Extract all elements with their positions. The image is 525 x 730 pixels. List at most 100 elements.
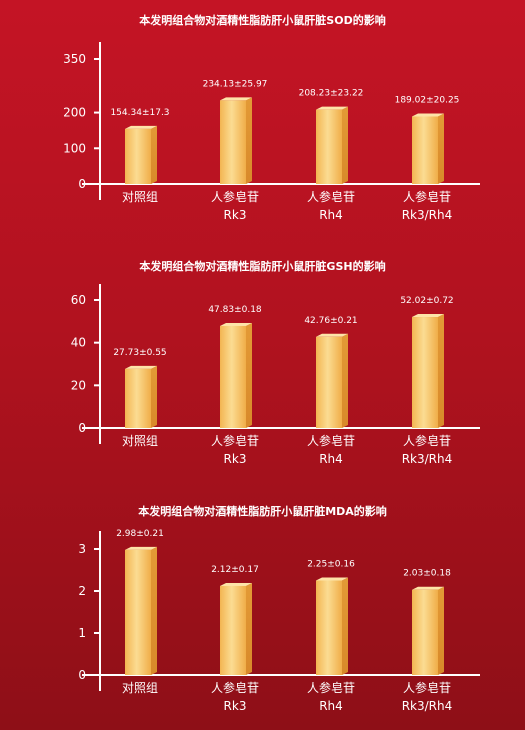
bar-side [342,577,348,675]
category-label: 人参皂苷 [307,433,355,448]
category-label: 人参皂苷 [211,680,259,695]
bar-top [412,113,444,117]
bar [125,546,157,675]
bar-top [316,106,348,110]
category-label: Rk3/Rh4 [402,452,453,466]
bar-top [316,577,348,581]
category-label: 人参皂苷 [211,189,259,204]
y-tick-label: 0 [78,177,86,191]
bar [316,106,348,184]
bar-side [151,546,157,675]
sod-bar-chart: 0 100 200 350 154.34±17.3 对照组 234.13±25.97 人参皂苷… [63,42,480,222]
bar [220,582,252,675]
bar [412,113,444,184]
y-tick-label: 0 [78,421,86,435]
bar [125,125,157,184]
bar-front [220,325,246,428]
data-label: 47.83±0.18 [208,305,262,315]
data-label: 234.13±25.97 [203,79,268,89]
bar-front [412,116,438,184]
bar-top [316,333,348,337]
data-label: 189.02±20.25 [395,95,460,105]
bar-side [246,582,252,675]
data-label: 2.25±0.16 [307,560,355,570]
y-tick-label: 2 [78,584,86,598]
category-label: 人参皂苷 [211,433,259,448]
bar-front [316,109,342,184]
bar-side [438,113,444,184]
y-tick-label: 1 [78,626,86,640]
y-tick-label: 3 [78,542,86,556]
data-label: 2.12±0.17 [211,565,259,575]
data-label: 2.98±0.21 [116,529,164,539]
category-label: 人参皂苷 [403,680,451,695]
bar-top [220,97,252,101]
data-label: 154.34±17.3 [110,108,169,118]
y-tick-label: 200 [63,106,86,120]
category-label: Rk3/Rh4 [402,699,453,713]
chart-title-mda: 本发明组合物对酒精性脂肪肝小鼠肝脏MDA的影响 [138,505,387,518]
bar-top [125,125,157,129]
bar-side [151,125,157,184]
category-label: 人参皂苷 [403,189,451,204]
mda-bar-chart: 0 1 2 3 2.98±0.21 对照组 2.12±0.17 人参皂苷 Rk3 2.25±0.1… [78,529,480,713]
bar-side [246,322,252,428]
category-label: Rh4 [319,208,343,222]
bar-front [316,580,342,675]
bar-top [125,546,157,550]
bar [220,322,252,428]
data-label: 2.03±0.18 [403,569,451,579]
mda-chart-panel: 本发明组合物对酒精性脂肪肝小鼠肝脏MDA的影响 0 1 2 3 2.98±0.21 对照组… [0,503,525,718]
bar [316,333,348,428]
bar-front [125,549,151,675]
category-label: 人参皂苷 [307,680,355,695]
bar-top [412,586,444,590]
gsh-chart-panel: 本发明组合物对酒精性脂肪肝小鼠肝脏GSH的影响 0 20 40 60 27.73±0.5… [0,258,525,473]
y-tick-label: 60 [71,293,86,307]
bar-front [125,128,151,184]
category-label: Rk3 [224,699,247,713]
data-label: 52.02±0.72 [400,296,453,306]
bar-front [220,585,246,675]
bar-side [151,365,157,428]
data-label: 27.73±0.55 [113,348,166,358]
y-tick-label: 100 [63,141,86,155]
bar-front [316,336,342,428]
chart-title-gsh: 本发明组合物对酒精性脂肪肝小鼠肝脏GSH的影响 [139,260,386,273]
bar [412,586,444,675]
bar-side [342,333,348,428]
category-label: Rk3 [224,208,247,222]
chart-title-sod: 本发明组合物对酒精性脂肪肝小鼠肝脏SOD的影响 [139,14,386,27]
bar-side [438,314,444,428]
category-label: Rh4 [319,452,343,466]
bar-front [412,589,438,675]
bar-front [125,368,151,428]
bar [220,97,252,184]
category-label: 对照组 [122,434,158,448]
bar-top [220,582,252,586]
y-tick-label: 0 [78,668,86,682]
bar [125,365,157,428]
data-label: 208.23±23.22 [299,89,364,99]
bar-front [220,100,246,184]
bar-top [125,365,157,369]
category-label: 人参皂苷 [307,189,355,204]
bar-front [412,317,438,428]
category-label: 人参皂苷 [403,433,451,448]
gsh-bar-chart: 0 20 40 60 27.73±0.55 对照组 47.83±0.18 人参皂苷 Rk3 42.… [71,284,480,466]
bar-top [220,322,252,326]
bar-side [438,586,444,675]
bar [316,577,348,675]
y-tick-label: 40 [71,336,86,350]
category-label: 对照组 [122,681,158,695]
y-tick-label: 350 [63,52,86,66]
category-label: Rk3/Rh4 [402,208,453,222]
bar-side [342,106,348,184]
category-label: Rh4 [319,699,343,713]
category-label: Rk3 [224,452,247,466]
y-tick-label: 20 [71,378,86,392]
category-label: 对照组 [122,190,158,204]
bar [412,314,444,428]
bar-side [246,97,252,184]
bar-top [412,314,444,318]
